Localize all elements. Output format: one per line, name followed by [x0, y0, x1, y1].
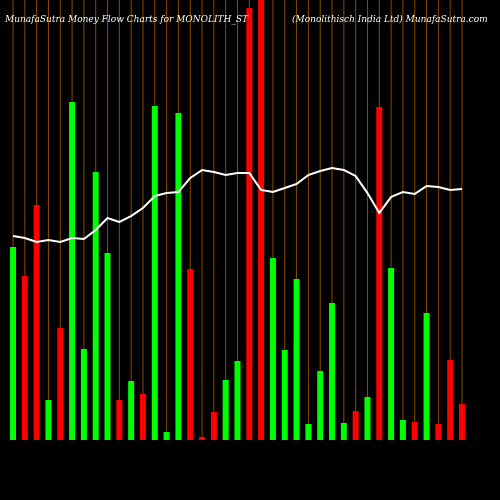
bar	[104, 253, 111, 440]
bar	[21, 276, 28, 440]
bar	[163, 432, 170, 440]
bar	[45, 400, 52, 440]
bar	[399, 420, 406, 440]
bar	[10, 247, 16, 440]
bar	[57, 328, 64, 440]
bar	[435, 424, 442, 440]
bar	[246, 8, 253, 440]
bar	[352, 411, 359, 440]
bar	[258, 0, 265, 440]
bar	[139, 394, 146, 440]
bar	[92, 172, 99, 440]
bar	[116, 400, 123, 440]
lines	[12, 166, 463, 244]
bar	[388, 268, 395, 440]
bar	[447, 360, 454, 440]
bar	[376, 107, 383, 440]
bar	[69, 102, 76, 440]
bar	[329, 303, 336, 440]
bar	[317, 371, 324, 440]
chart-subtitle: (Monolithisch India Ltd) MunafaSutra.com	[292, 14, 488, 25]
bar	[128, 381, 135, 440]
bar	[459, 404, 465, 440]
bar	[210, 412, 217, 440]
bar	[269, 258, 276, 440]
chart-title: MunafaSutra Money Flow Charts for MONOLI…	[4, 15, 249, 25]
bar	[411, 422, 418, 440]
bar	[199, 437, 206, 440]
bar	[281, 350, 288, 440]
bar	[293, 279, 300, 440]
bar	[222, 380, 229, 440]
bars	[10, 0, 465, 440]
bar	[80, 349, 87, 440]
bar	[33, 205, 40, 440]
bar	[187, 269, 194, 440]
bar	[364, 397, 371, 440]
bar	[151, 106, 158, 440]
bar	[340, 423, 347, 440]
bar	[305, 424, 312, 440]
bar	[175, 113, 182, 440]
line	[12, 166, 463, 244]
bar	[423, 313, 430, 440]
bar	[234, 361, 241, 440]
